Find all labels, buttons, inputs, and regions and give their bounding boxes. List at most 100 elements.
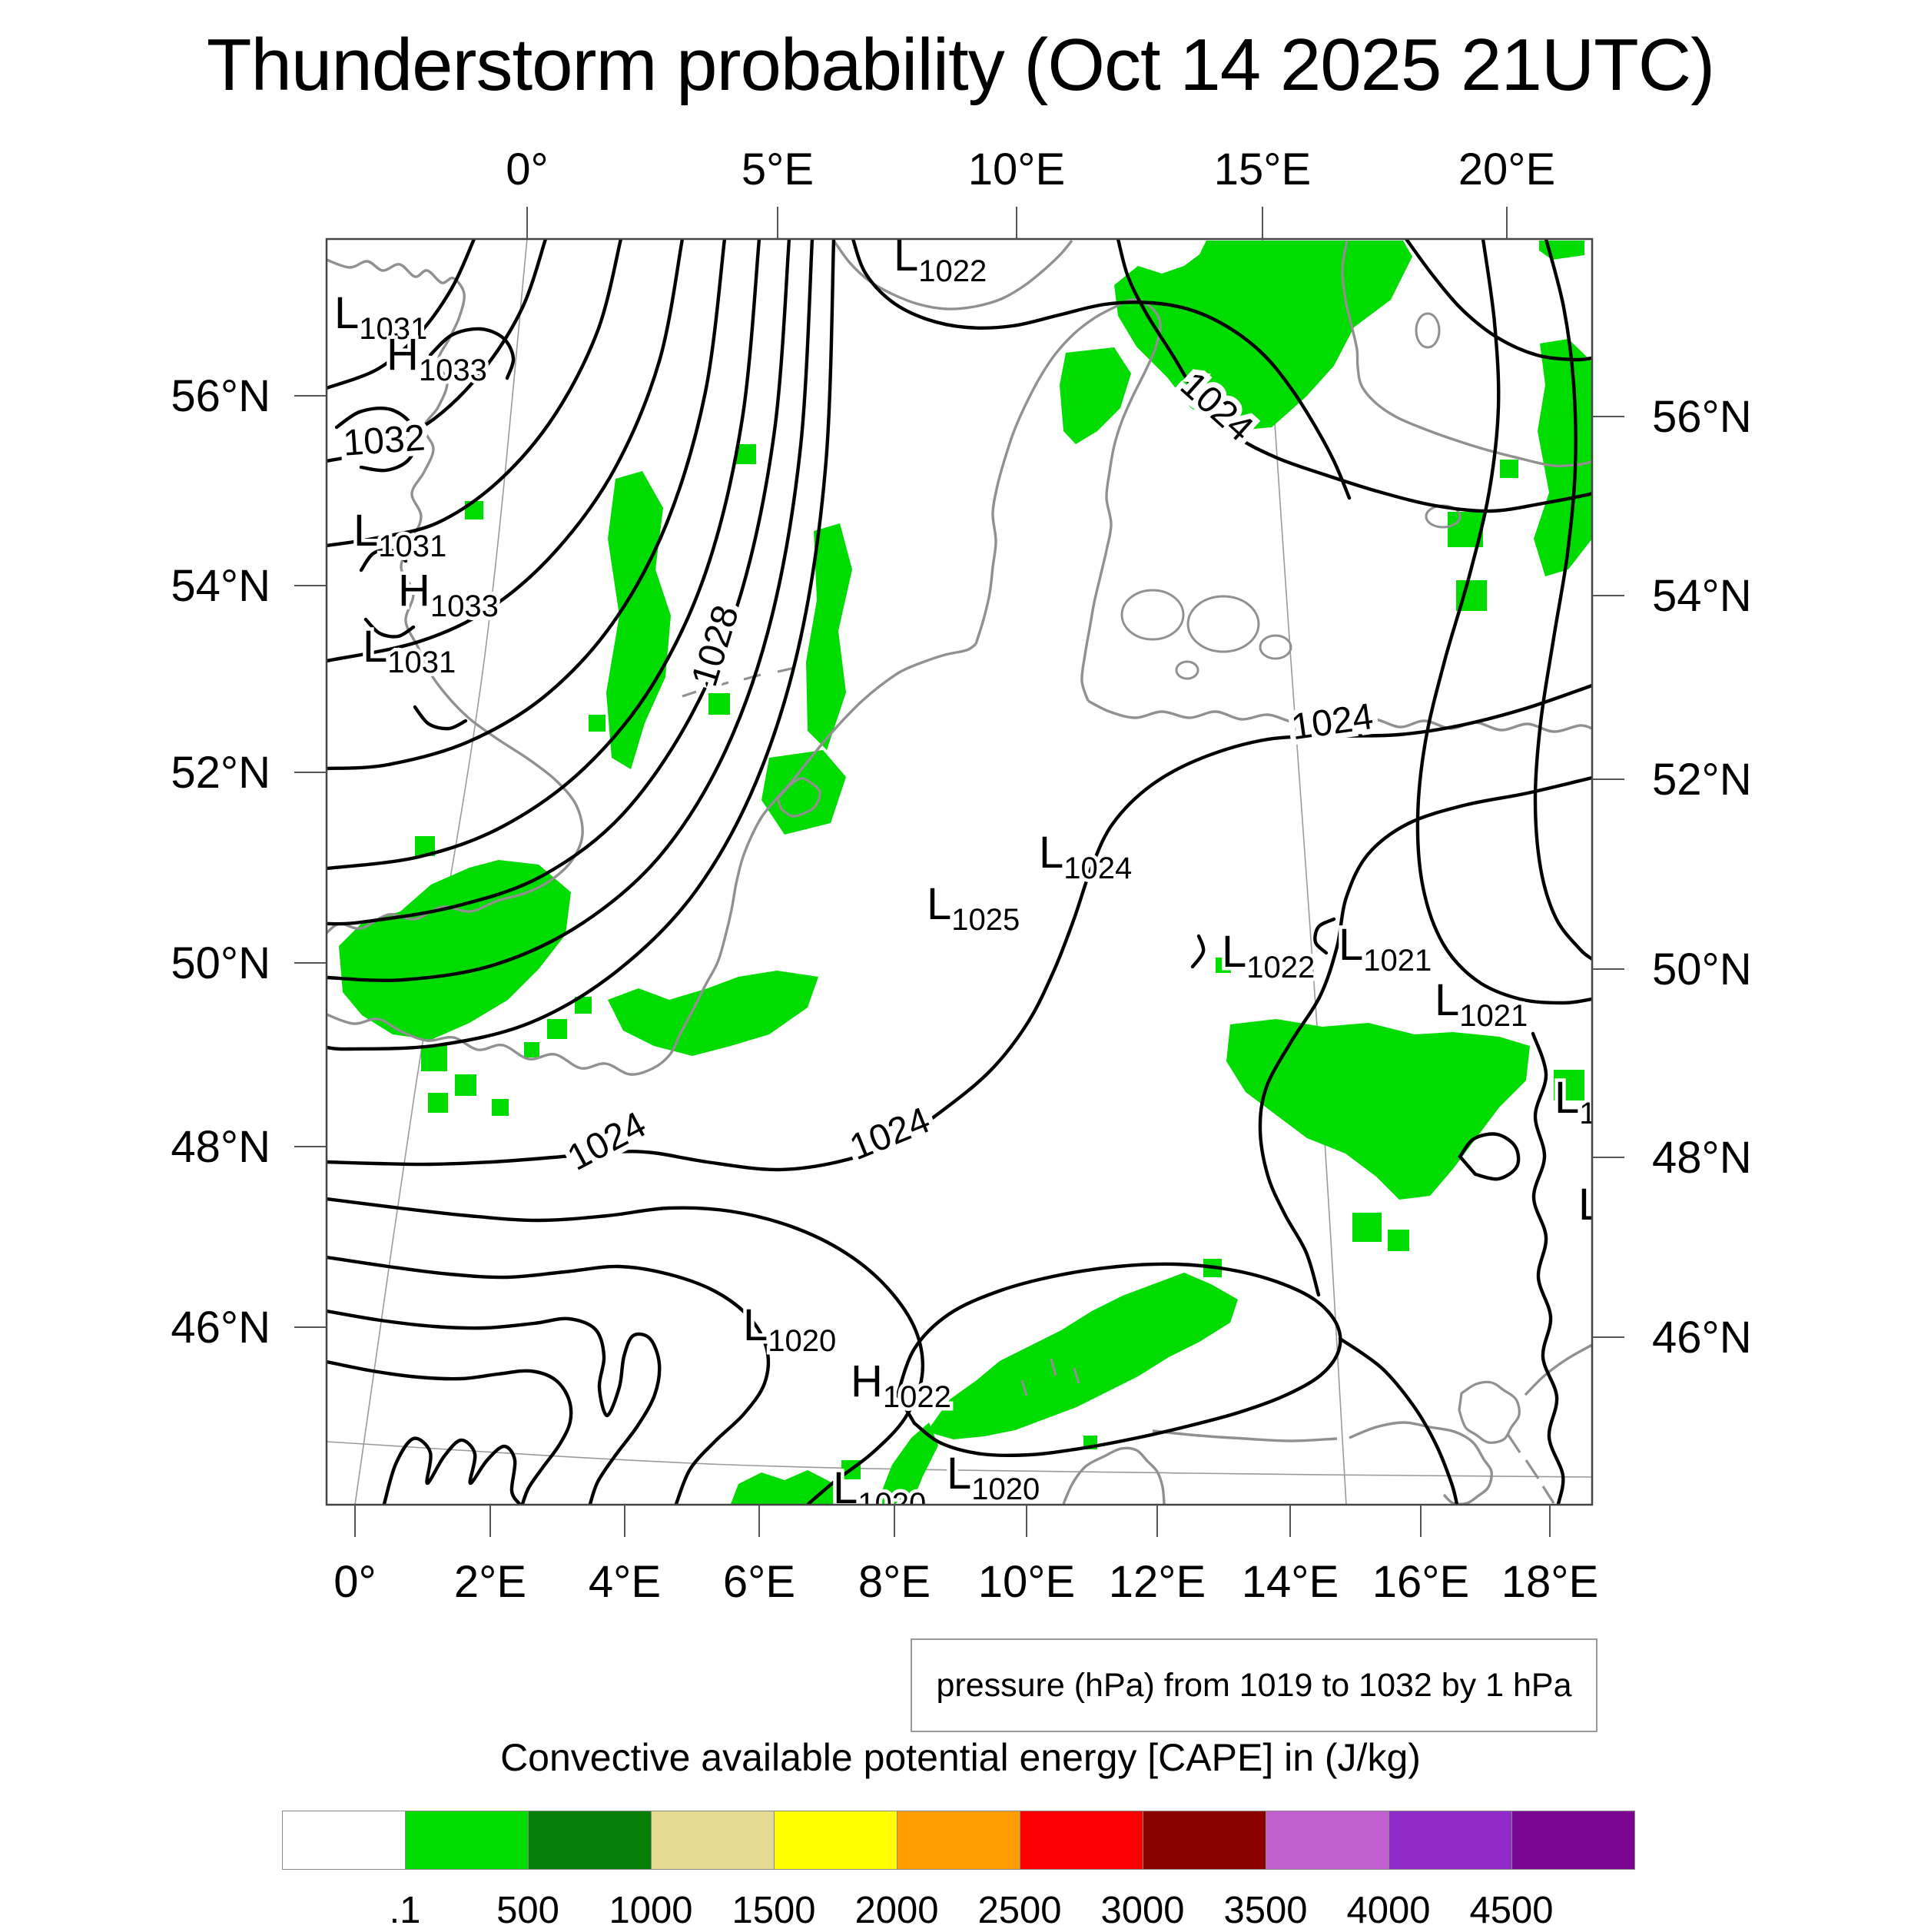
pressure-center-label: L1021 — [1339, 920, 1432, 978]
isobar-line — [334, 407, 419, 473]
cape-pixel — [575, 997, 592, 1014]
pressure-center-value: 1033 — [430, 589, 499, 623]
coastline-fragment — [682, 690, 697, 698]
pressure-center-value: 1022 — [918, 254, 987, 288]
pressure-center-letter: L — [1222, 927, 1246, 977]
pressure-center-letter: H — [851, 1356, 883, 1406]
pressure-center-letter: L — [1554, 1073, 1579, 1123]
top-axis-label: 20°E — [1458, 144, 1555, 194]
pressure-caption-text: pressure (hPa) from 1019 to 1032 by 1 hP… — [936, 1666, 1572, 1704]
bottom-axis-label: 14°E — [1242, 1557, 1339, 1607]
isobar-line — [1116, 239, 1592, 513]
top-axis-label: 5°E — [742, 144, 814, 194]
cape-colorbar-cell-5 — [897, 1811, 1020, 1870]
coastline-island — [1120, 589, 1185, 641]
isobar-line — [327, 1359, 573, 1505]
isobar-line — [895, 1262, 1342, 1458]
bottom-axis-label: 6°E — [723, 1557, 795, 1607]
cape-area — [877, 1422, 938, 1504]
pressure-center-value: 1024 — [1063, 851, 1132, 885]
isobar-line — [1533, 239, 1592, 961]
pressure-center-label: H1033 — [398, 566, 499, 623]
cape-pixel — [1352, 1213, 1382, 1242]
isobar-line — [327, 239, 815, 983]
bottom-axis-label: 4°E — [589, 1557, 661, 1607]
colorbar-title: Convective available potential energy [C… — [500, 1736, 1421, 1779]
cape-colorbar-tick-label: 3500 — [1223, 1890, 1308, 1931]
coastline-fragment — [1525, 1459, 1540, 1479]
left-axis-label: 56°N — [171, 371, 270, 421]
cape-pixel — [1500, 460, 1518, 478]
coastline-fragment — [1050, 1358, 1057, 1376]
right-axis-label: 52°N — [1652, 755, 1752, 805]
bottom-axis-label: 16°E — [1372, 1557, 1469, 1607]
left-axis-label: 50°N — [171, 938, 270, 988]
coastline-fragment — [1541, 1486, 1555, 1504]
isobar-line — [327, 1255, 771, 1505]
pressure-center-label: L1031 — [334, 288, 427, 346]
pressure-center-letter: H — [387, 330, 419, 380]
pressure-center-label: L — [1578, 1180, 1603, 1230]
isobar-line — [327, 239, 791, 926]
map-frame — [325, 237, 1594, 1506]
isobar-line — [327, 239, 685, 663]
cape-colorbar-cell-10 — [1511, 1811, 1635, 1870]
top-axis-label: 15°E — [1214, 144, 1311, 194]
pressure-center-letter: L — [894, 231, 918, 281]
pressure-center-value: 1031 — [387, 646, 456, 679]
cape-colorbar-tick-label: 1500 — [732, 1890, 816, 1931]
bottom-axis-label: 8°E — [858, 1557, 931, 1607]
cape-pixel — [708, 693, 730, 715]
pressure-center-value: 10 — [1579, 1097, 1614, 1130]
cape-colorbar-tick-label: 2000 — [854, 1890, 939, 1931]
cape-area — [731, 1470, 850, 1504]
cape-pixel — [547, 1019, 567, 1039]
pressure-center-letter: L — [1435, 975, 1459, 1025]
cape-area — [1534, 339, 1592, 576]
coastline — [327, 258, 584, 934]
right-axis-label: 46°N — [1652, 1313, 1752, 1363]
isobar-line — [327, 239, 476, 390]
isobar-line — [327, 239, 761, 871]
left-axis-label: 48°N — [171, 1122, 270, 1172]
cape-area — [339, 860, 571, 1040]
graticule-line — [327, 1441, 1592, 1478]
coastline — [327, 642, 977, 1076]
isobar-line — [359, 548, 408, 573]
pressure-caption-box: pressure (hPa) from 1019 to 1032 by 1 hP… — [911, 1638, 1598, 1732]
isobar-line — [363, 617, 416, 639]
pressure-center-letter: L — [743, 1300, 768, 1350]
bottom-axis-label: 18°E — [1501, 1557, 1598, 1607]
pressure-center-label: L1020 — [743, 1300, 836, 1358]
coastline-island — [1458, 1380, 1521, 1444]
coastline — [1524, 1343, 1592, 1396]
isobar-line — [1313, 917, 1336, 955]
right-axis-label: 48°N — [1652, 1133, 1752, 1183]
cape-pixel — [1554, 1070, 1584, 1100]
cape-area — [806, 523, 852, 750]
bottom-axis-label: 0° — [333, 1557, 376, 1607]
isobar-value-label: 1024 — [1289, 696, 1375, 748]
isobar-line — [327, 239, 623, 548]
isobar-value-label: 1024 — [844, 1100, 936, 1168]
isobar-line — [1404, 239, 1592, 362]
left-axis-label: 52°N — [171, 748, 270, 798]
cape-colorbar-cell-6 — [1020, 1811, 1143, 1870]
cape-colorbar-tick-label: .1 — [389, 1890, 421, 1931]
isobar-line — [851, 239, 1352, 500]
pressure-center-value: 1020 — [971, 1472, 1040, 1506]
isobar-line — [327, 1309, 662, 1505]
pressure-center-label: L1022 — [894, 231, 987, 288]
pressure-center-label: L1031 — [353, 506, 446, 563]
bottom-axis-label: 2°E — [454, 1557, 526, 1607]
coastline — [1349, 1421, 1493, 1505]
pressure-center-value: 1031 — [378, 529, 446, 563]
coastline-island — [1175, 660, 1199, 680]
bottom-axis-label: 12°E — [1109, 1557, 1206, 1607]
top-axis-label: 0° — [506, 144, 548, 194]
pressure-center-label: L1020 — [833, 1463, 926, 1521]
pressure-center-label: L1031 — [363, 622, 456, 679]
cape-area — [606, 471, 671, 769]
coastline-fragment — [1020, 1379, 1028, 1396]
